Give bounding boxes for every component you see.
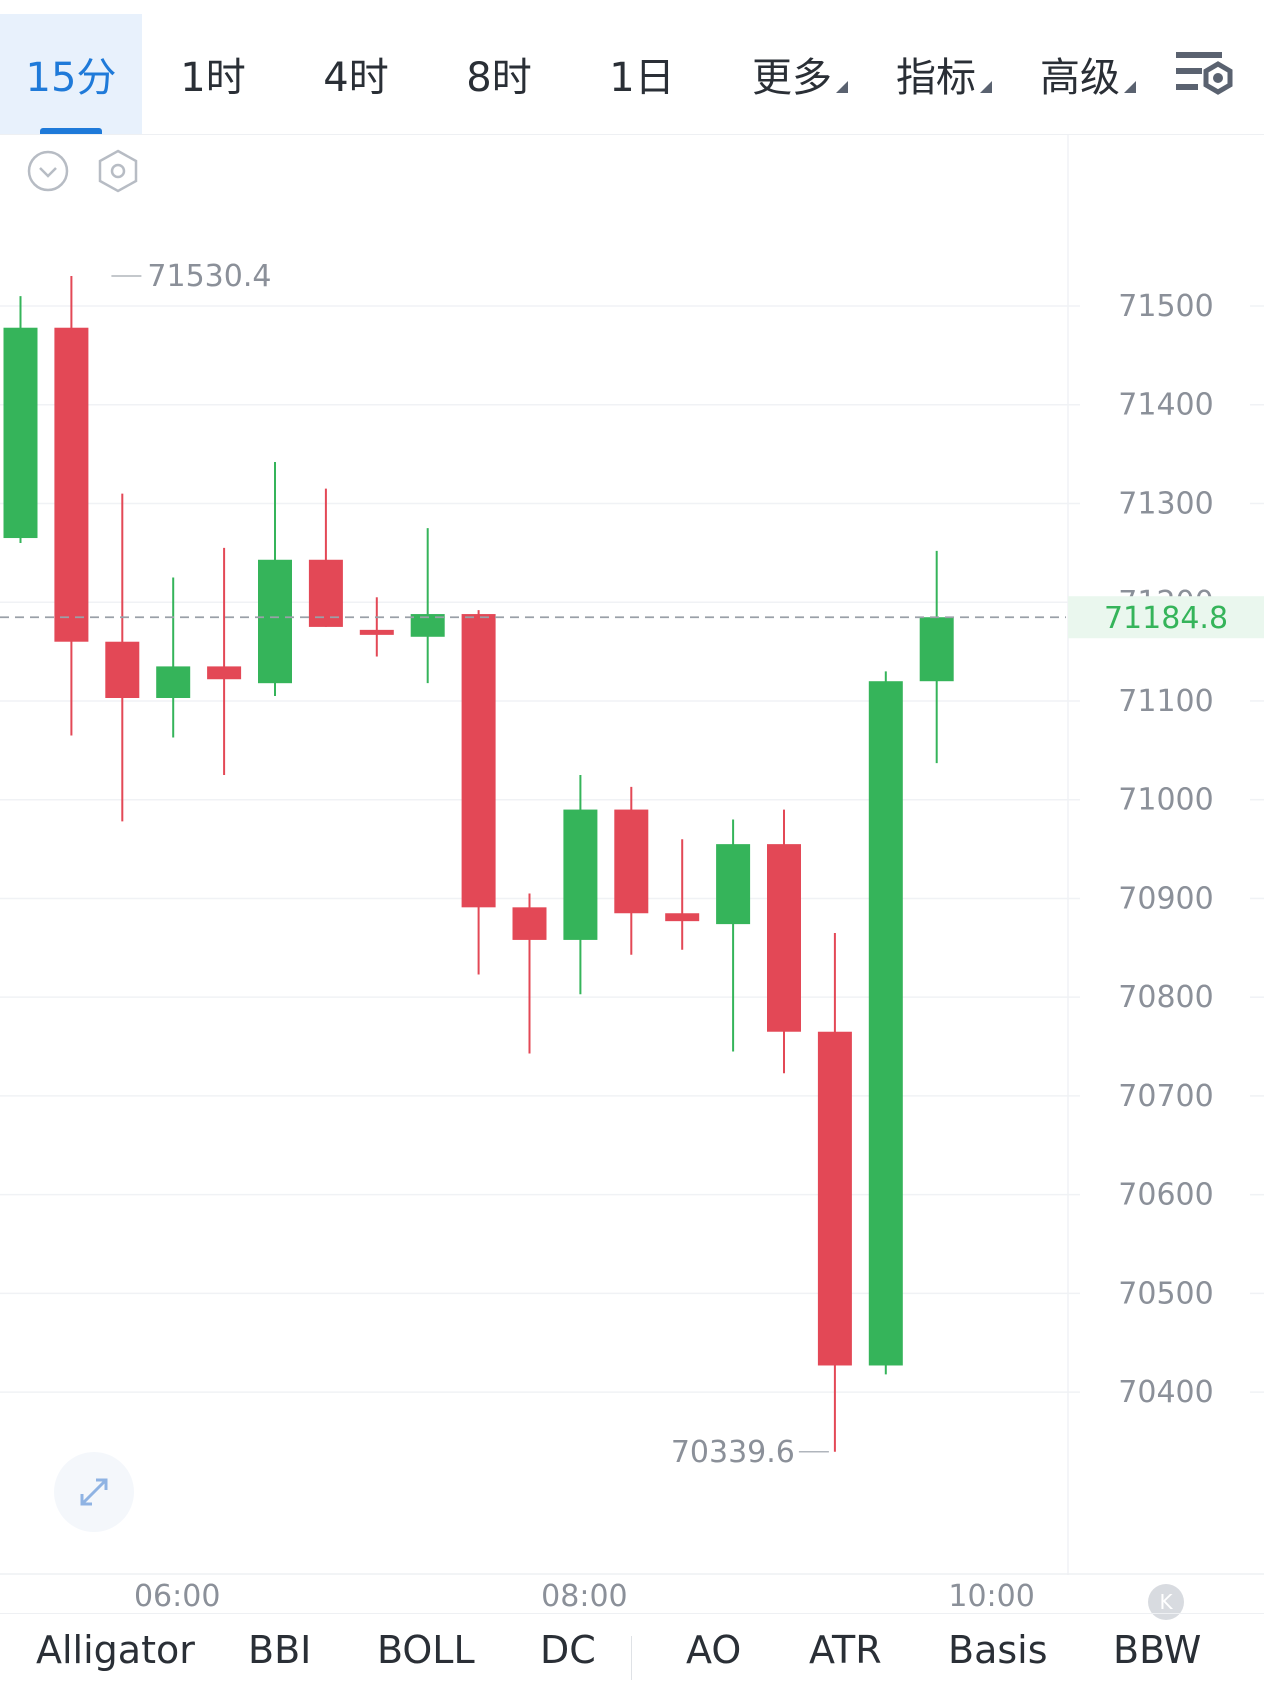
timeframe-tab-bar: 15分 1时 4时 8时 1日 更多 指标 高级 [0, 0, 1264, 135]
indicator-bar: Alligator BBI BOLL DC AO ATR Basis BBW [0, 1613, 1264, 1698]
x-axis: 06:00 08:00 10:00 [0, 1575, 1264, 1615]
expand-arrows-icon[interactable] [54, 1452, 134, 1532]
candle-body [359, 629, 394, 635]
candle-body [3, 327, 38, 539]
y-tick-label: 70400 [1118, 1375, 1213, 1410]
tab-1h-label: 1时 [180, 55, 246, 101]
candle-body [308, 559, 343, 627]
indicator-divider [631, 1636, 632, 1680]
low-marker-label: 70339.6 [671, 1435, 795, 1470]
tab-advanced-label: 高级 [1040, 55, 1120, 101]
candle-body [767, 844, 801, 1032]
tab-indicators-label: 指标 [896, 55, 976, 101]
tab-15m-label: 15分 [25, 55, 117, 101]
x-tick-label: 10:00 [948, 1579, 1035, 1614]
y-tick-label: 71500 [1118, 289, 1213, 324]
tab-advanced[interactable]: 高级 [1028, 14, 1148, 134]
indicator-bbi[interactable]: BBI [248, 1628, 312, 1672]
candle-body [156, 666, 191, 698]
dropdown-corner-icon [1124, 81, 1136, 93]
candle-body [410, 614, 445, 637]
tab-1h[interactable]: 1时 [163, 14, 263, 134]
tab-8h[interactable]: 8时 [449, 14, 549, 134]
candlestick-chart[interactable]: 7150071400713007120071100710007090070800… [0, 135, 1264, 1575]
candle-body [716, 844, 751, 925]
hexagon-settings-icon[interactable] [94, 147, 142, 195]
tab-1d[interactable]: 1日 [592, 14, 692, 134]
indicator-ao[interactable]: AO [686, 1628, 742, 1672]
candle-body [817, 1031, 852, 1366]
indicator-basis[interactable]: Basis [948, 1628, 1048, 1672]
k-badge-label: K [1159, 1590, 1173, 1614]
y-tick-label: 71100 [1118, 684, 1213, 719]
y-tick-label: 70900 [1118, 881, 1213, 916]
dropdown-corner-icon [836, 81, 848, 93]
candle-body [868, 681, 903, 1366]
y-tick-label: 71000 [1118, 783, 1213, 818]
indicator-atr[interactable]: ATR [809, 1628, 882, 1672]
y-tick-label: 70800 [1118, 980, 1213, 1015]
tab-15m[interactable]: 15分 [0, 14, 142, 134]
tab-more[interactable]: 更多 [740, 14, 860, 134]
high-marker-label: 71530.4 [147, 259, 271, 294]
candle-body [461, 614, 496, 908]
chart-settings-icon[interactable] [1172, 46, 1234, 102]
tab-more-label: 更多 [752, 55, 832, 101]
candle-body [54, 327, 89, 642]
candle-body [919, 617, 954, 682]
indicator-boll[interactable]: BOLL [377, 1628, 475, 1672]
last-price-label: 71184.8 [1104, 601, 1228, 636]
tab-1d-label: 1日 [609, 55, 675, 101]
indicator-bbw[interactable]: BBW [1113, 1628, 1202, 1672]
candle-body [207, 666, 242, 680]
chart-canvas: 7150071400713007120071100710007090070800… [0, 135, 1264, 1575]
candle-body [512, 907, 547, 940]
y-tick-label: 71300 [1118, 486, 1213, 521]
candle-body [563, 809, 598, 940]
candle-body [665, 913, 700, 922]
indicator-dc[interactable]: DC [540, 1628, 596, 1672]
tab-indicators[interactable]: 指标 [884, 14, 1004, 134]
candle-body [614, 809, 649, 914]
chevron-down-circle-icon[interactable] [26, 149, 70, 193]
y-tick-label: 70500 [1118, 1276, 1213, 1311]
x-tick-label: 08:00 [541, 1579, 628, 1614]
last-price-tag [1068, 596, 1264, 639]
y-tick-label: 71400 [1118, 388, 1213, 423]
tab-4h-label: 4时 [323, 55, 389, 101]
k-badge-icon[interactable]: K [1148, 1584, 1184, 1620]
y-tick-label: 70600 [1118, 1178, 1213, 1213]
dropdown-corner-icon [980, 81, 992, 93]
indicator-alligator[interactable]: Alligator [36, 1628, 195, 1672]
candle-body [105, 641, 140, 698]
tab-4h[interactable]: 4时 [306, 14, 406, 134]
x-tick-label: 06:00 [133, 1579, 221, 1614]
y-tick-label: 70700 [1118, 1079, 1213, 1114]
tab-8h-label: 8时 [466, 55, 532, 101]
candle-body [258, 559, 292, 684]
active-tab-indicator [40, 128, 102, 134]
